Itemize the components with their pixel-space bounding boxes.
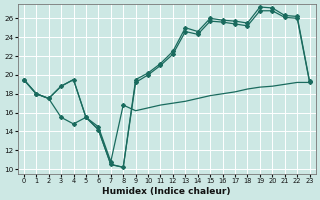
X-axis label: Humidex (Indice chaleur): Humidex (Indice chaleur) bbox=[102, 187, 231, 196]
